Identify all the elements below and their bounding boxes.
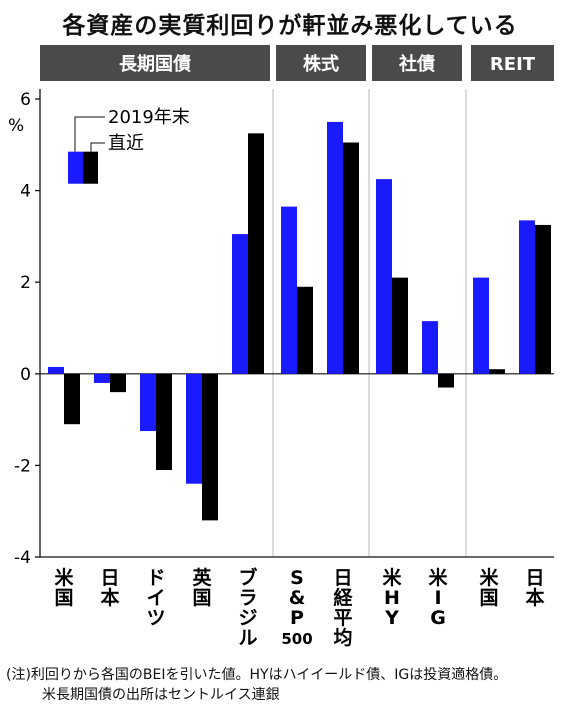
x-tick-label: 米 (54, 566, 74, 589)
y-tick-label: 0 (20, 365, 31, 385)
x-tick-label: 平 (333, 607, 352, 629)
bar-2019-end (376, 179, 392, 374)
x-tick-label: 国 (192, 587, 211, 609)
x-tick-label: 国 (54, 587, 73, 609)
bar-2019-end (48, 366, 64, 374)
x-tick-label: 米 (479, 566, 499, 589)
bar-recent (64, 373, 80, 425)
x-tick-label: & (289, 587, 306, 609)
bar-recent (438, 373, 454, 388)
legend-leader-recent (90, 142, 105, 152)
bar-recent (297, 286, 313, 374)
x-tick-label: S (290, 567, 304, 589)
y-tick-label: 4 (20, 182, 31, 202)
group-headers: 長期国債 株式 社債 REIT (40, 45, 554, 81)
legend-label-recent: 直近 (108, 133, 144, 154)
y-tick-label: 6 (20, 90, 31, 110)
bar-recent (156, 373, 172, 470)
x-tick-label: 日 (525, 567, 544, 589)
footnote-line-2: 米長期国債の出所はセントルイス連銀 (42, 687, 280, 703)
bar-2019-end (422, 321, 438, 374)
bar-recent (110, 373, 126, 393)
bar-2019-end (94, 373, 110, 383)
group-header-label: 長期国債 (119, 53, 191, 75)
legend-leader-2019-end (74, 116, 105, 152)
x-tick-label: H (384, 587, 400, 609)
bar-2019-end (232, 234, 248, 374)
bar-recent (248, 133, 264, 374)
group-header-bg (471, 45, 554, 81)
bar-2019-end (186, 373, 202, 484)
x-tick-label: 均 (333, 626, 352, 649)
x-tick-label: ド (146, 567, 165, 589)
x-tick-label: 米 (382, 566, 402, 589)
x-tick-label: ラ (238, 587, 257, 609)
x-tick-label: 経 (333, 586, 353, 609)
x-tick-label: イ (146, 587, 165, 609)
x-tick-label: I (434, 587, 441, 609)
bar-recent (489, 369, 505, 374)
legend-label-2019-end: 2019年末 (108, 107, 190, 128)
group-header-bg (372, 45, 462, 81)
chart-title: 各資産の実質利回りが軒並み悪化している (62, 13, 518, 39)
bar-recent (535, 224, 551, 374)
group-header-label: 社債 (399, 53, 435, 75)
x-tick-label: Y (384, 607, 399, 629)
x-tick-label: ブ (238, 566, 257, 589)
group-header-bg (40, 45, 270, 81)
y-unit-label: % (8, 116, 24, 136)
bars (48, 121, 551, 521)
y-tick-label: -2 (14, 456, 31, 476)
x-tick-label: G (430, 607, 446, 629)
x-tick-label: ル (238, 627, 257, 649)
x-tick-label: 国 (479, 587, 498, 609)
x-tick-label: P (290, 607, 304, 629)
x-tick-label: 500 (281, 630, 312, 648)
bar-2019-end (473, 277, 489, 374)
x-tick-label: 日 (333, 567, 352, 589)
legend-swatch-2019-end (68, 151, 83, 184)
x-tick-label: 本 (100, 586, 119, 609)
x-tick-label: 米 (428, 566, 448, 589)
bar-2019-end (281, 206, 297, 374)
bar-recent (343, 142, 359, 374)
bar-2019-end (327, 121, 343, 374)
x-tick-label: 日 (100, 567, 119, 589)
group-header-bg (276, 45, 366, 81)
x-tick-label: ジ (238, 607, 257, 629)
y-tick-label: 2 (20, 273, 31, 293)
x-tick-label: 本 (525, 586, 544, 609)
bar-recent (392, 277, 408, 374)
group-header-label: REIT (490, 54, 536, 75)
x-tick-label: ツ (146, 607, 165, 629)
bar-2019-end (519, 220, 535, 374)
bar-2019-end (140, 373, 156, 432)
group-header-label: 株式 (303, 53, 339, 75)
bar-recent (202, 373, 218, 521)
legend-swatch-recent (83, 151, 98, 184)
y-tick-label: -4 (14, 548, 31, 568)
x-tick-label: 英 (192, 566, 212, 589)
footnote-line-1: (注)利回りから各国のBEIを引いた値。HYはハイイールド債、IGは投資適格債。 (6, 667, 508, 683)
